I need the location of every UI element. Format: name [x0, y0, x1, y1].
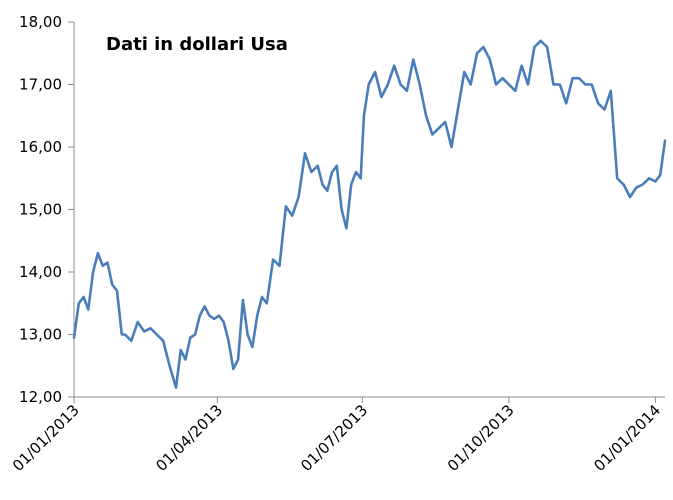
y-tick-label: 13,00: [19, 326, 62, 344]
x-tick-label: 01/10/2013: [444, 401, 518, 475]
y-tick-label: 17,00: [19, 76, 62, 94]
plot-area: [72, 39, 667, 389]
x-tick-label: 01/01/2014: [590, 401, 664, 475]
y-tick-label: 14,00: [19, 263, 62, 281]
x-tick-label: 01/07/2013: [297, 401, 371, 475]
y-tick-label: 15,00: [19, 201, 62, 219]
series-line: [72, 39, 667, 389]
y-axis: 12,00 13,00 14,00 15,00 16,00 17,00 18,00: [19, 13, 75, 406]
y-tick-label: 18,00: [19, 13, 62, 31]
x-tick-label: 01/04/2013: [152, 401, 226, 475]
y-tick-label: 12,00: [19, 388, 62, 406]
x-axis: 01/01/2013 01/04/2013 01/07/2013 01/10/2013…: [9, 396, 665, 475]
y-tick-label: 16,00: [19, 138, 62, 156]
chart-annotation: Dati in dollari Usa: [106, 34, 288, 55]
x-tick-label: 01/01/2013: [9, 401, 83, 475]
